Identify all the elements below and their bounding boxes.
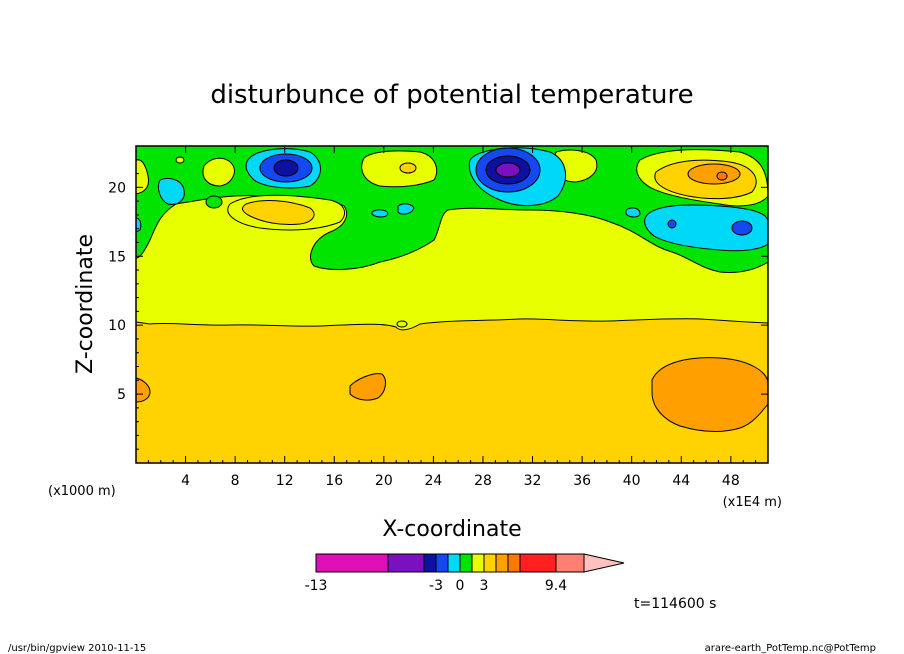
y-tick-label: 20 [108,180,126,196]
y-axis: 5 10 15 20 [108,159,768,450]
yellow-island-6 [136,159,149,195]
orange-lower-left [136,377,151,403]
plot-area [136,146,768,463]
x-tick-label: 40 [623,473,641,489]
colorbar-segment [447,553,461,573]
tiny-yellow-1 [175,156,185,164]
chart-title: disturbunce of potential temperature [210,80,693,110]
x-tick-label: 4 [181,473,190,489]
colorbar-label: -3 [429,578,443,594]
colorbar-segment [471,553,485,573]
yellow-island-1 [202,157,235,187]
colorbar-segment [495,553,509,573]
x-tick-label: 32 [524,473,542,489]
colorbar-segment [435,553,449,573]
y-tick-label: 10 [108,318,126,334]
colorbar-segment [507,553,521,573]
cyan-small-3 [625,207,641,218]
time-label: t=114600 s [634,596,716,612]
blue-right [731,220,753,236]
colorbar-label: 9.4 [545,578,567,594]
orange-lower-right [651,357,768,433]
x-tick-label: 12 [276,473,294,489]
navy-center-left [273,159,299,177]
colorbar-segment [459,553,473,573]
y-axis-label: Z-coordinate [73,234,98,374]
orange-dark-upper-right [687,163,741,185]
x-axis-label: X-coordinate [382,517,521,542]
footer-left: /usr/bin/gpview 2010-11-15 [8,643,146,654]
x-axis: 4 8 12 16 20 24 28 32 36 40 44 48 [147,146,757,489]
cyan-right [644,204,768,252]
colorbar-label: 0 [456,578,465,594]
yellow-island-2 [361,150,438,188]
x-tick-label: 44 [672,473,690,489]
y-tick-label: 5 [117,387,126,403]
colorbar-segment [387,553,425,573]
cyan-small-2 [397,203,415,215]
colorbar-segment [315,553,389,573]
colorbar-label: -13 [305,578,328,594]
x-tick-label: 36 [573,473,591,489]
colorbar-label: 3 [480,578,489,594]
blue-right-small [667,219,677,229]
x-tick-label: 28 [474,473,492,489]
x-unit-left: (x1000 m) [48,484,116,499]
y-tick-label: 15 [108,249,126,265]
yellow-dot [396,320,408,328]
colorbar-extension [583,553,625,573]
colorbar-segment [555,553,585,573]
purple-center-mid [495,162,521,178]
x-tick-label: 16 [325,473,343,489]
footer-right: arare-earth_PotTemp.nc@PotTemp [705,643,876,654]
x-tick-label: 8 [231,473,240,489]
x-tick-label: 24 [424,473,442,489]
cyan-left [157,177,185,205]
tiny-yellow-2 [205,195,223,209]
orange-upper-left [242,200,315,225]
colorbar-segment [423,553,437,573]
colorbar: -13 -3 0 3 9.4 [305,553,625,594]
colorbar-segment [483,553,497,573]
x-tick-label: 48 [722,473,740,489]
cyan-small-1 [371,209,389,218]
plot-frame [135,145,769,464]
x-unit-right: (x1E4 m) [723,495,782,510]
colorbar-segment [519,553,557,573]
tiny-green [399,162,417,174]
red-dot-upper-right [716,171,728,181]
x-tick-label: 20 [375,473,393,489]
orange-lower-mid [349,373,386,401]
